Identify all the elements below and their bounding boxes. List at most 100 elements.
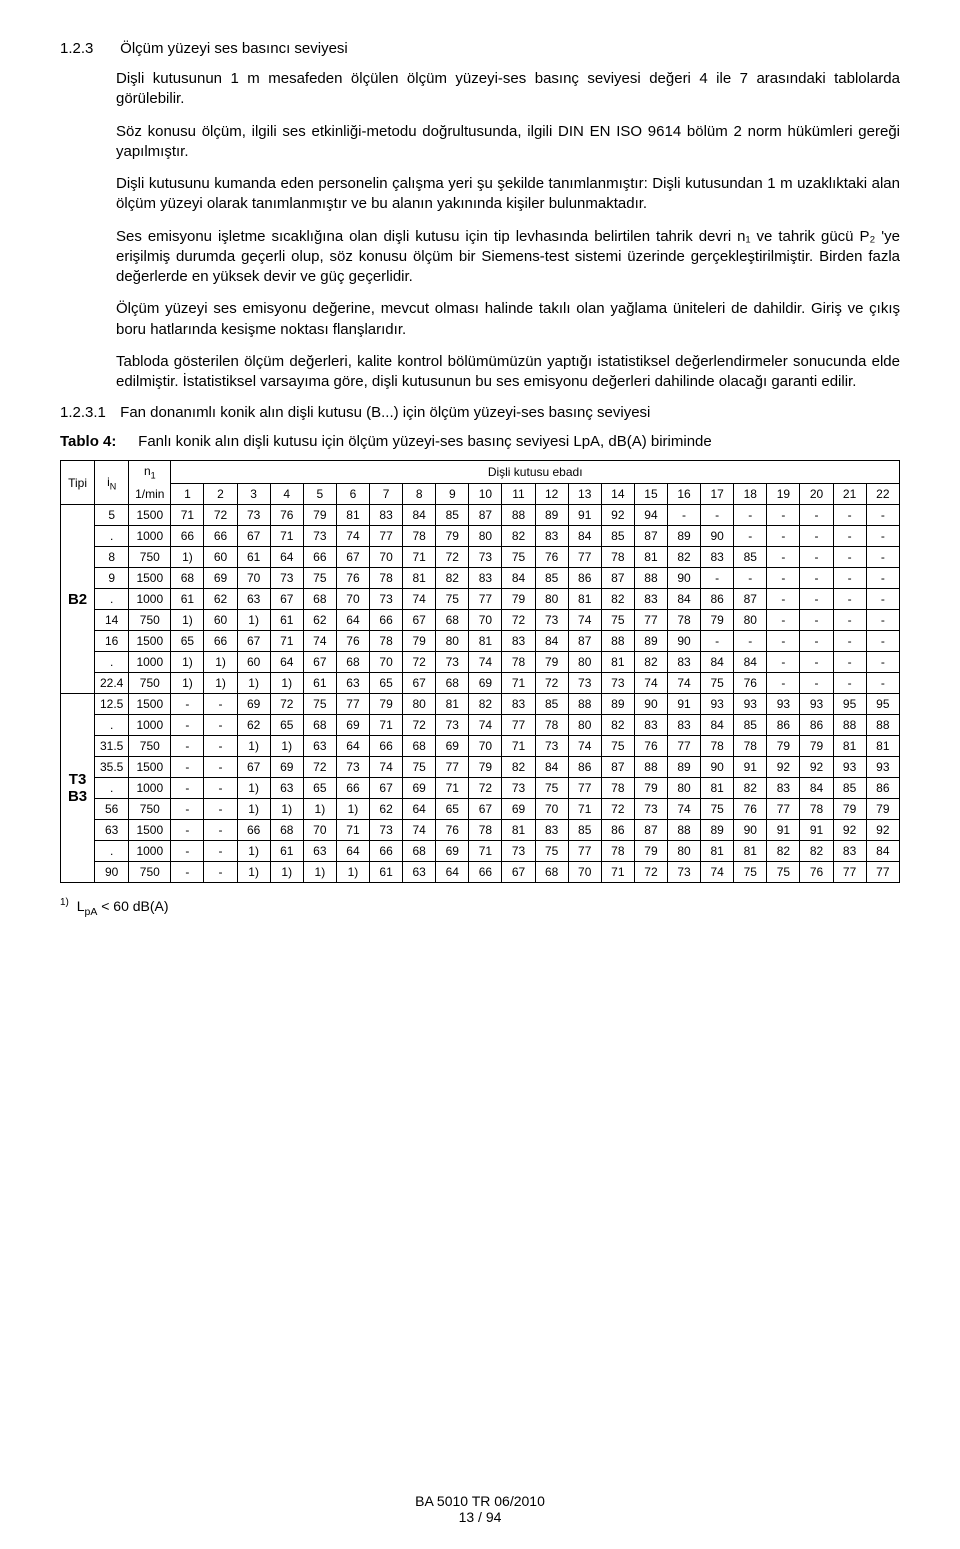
td-value: 82 [734,778,767,799]
td-value: - [800,652,833,673]
td-value: - [204,778,237,799]
td-value: 86 [866,778,899,799]
td-value: 90 [668,631,701,652]
td-value: 83 [535,820,568,841]
paragraph-1: Dişli kutusunun 1 m mesafeden ölçülen öl… [116,69,900,110]
td-value: 92 [866,820,899,841]
td-value: 95 [866,694,899,715]
td-value: 92 [833,820,866,841]
table-label: Tablo 4: [60,433,134,450]
th-size: 22 [866,484,899,505]
td-value: 82 [767,841,800,862]
table-row: 9150068697073757678818283848586878890---… [61,568,900,589]
td-value: - [833,526,866,547]
td-value: - [833,505,866,526]
td-value: 81 [469,631,502,652]
td-value: 73 [502,778,535,799]
td-value: 76 [734,673,767,694]
td-value: - [866,652,899,673]
td-value: 75 [701,673,734,694]
td-value: 88 [634,568,667,589]
td-value: 79 [634,778,667,799]
td-value: 67 [237,757,270,778]
td-value: 75 [303,694,336,715]
td-value: 71 [502,673,535,694]
th-size: 13 [568,484,601,505]
td-value: - [171,862,204,883]
td-in: . [95,778,129,799]
td-in: . [95,526,129,547]
td-value: 82 [601,589,634,610]
td-value: 71 [469,841,502,862]
td-value: 77 [568,841,601,862]
td-value: 88 [668,820,701,841]
td-value: 64 [403,799,436,820]
td-value: 74 [568,610,601,631]
td-value: - [833,652,866,673]
td-value: 75 [734,862,767,883]
td-value: 90 [734,820,767,841]
td-value: 73 [336,757,369,778]
td-value: 61 [237,547,270,568]
td-value: 64 [336,736,369,757]
td-value: 72 [502,610,535,631]
td-value: 74 [469,715,502,736]
td-value: 79 [370,694,403,715]
td-value: 60 [204,547,237,568]
td-value: 81 [833,736,866,757]
td-value: - [204,799,237,820]
table-row: 31.5750--1)1)636466686970717374757677787… [61,736,900,757]
td-value: - [204,715,237,736]
table-row: 22.47501)1)1)1)6163656768697172737374747… [61,673,900,694]
td-value: 82 [469,694,502,715]
td-value: 79 [535,652,568,673]
td-value: 66 [303,547,336,568]
data-table: Tipi iN n1 Dişli kutusu ebadı 1/min 1234… [60,460,900,883]
th-n1-bot: 1/min [129,484,171,505]
td-value: - [800,610,833,631]
table-header-row-2: 1/min 1234567891011121314151617181920212… [61,484,900,505]
td-value: - [833,610,866,631]
table-row: .10001)1)6064676870727374787980818283848… [61,652,900,673]
td-value: 69 [436,736,469,757]
th-size: 16 [668,484,701,505]
paragraph-3: Dişli kutusunu kumanda eden personelin ç… [116,174,900,215]
th-size: 19 [767,484,800,505]
td-value: 66 [204,631,237,652]
td-value: 67 [237,631,270,652]
td-value: 89 [601,694,634,715]
td-value: 83 [535,526,568,547]
th-size: 17 [701,484,734,505]
td-value: 75 [303,568,336,589]
td-value: 62 [303,610,336,631]
table-title: Tablo 4: Fanlı konik alın dişli kutusu i… [60,433,900,450]
td-value: 80 [568,715,601,736]
td-value: - [171,736,204,757]
td-in: 90 [95,862,129,883]
td-value: 88 [866,715,899,736]
td-value: 70 [568,862,601,883]
table-row: 631500--66687071737476788183858687888990… [61,820,900,841]
td-value: 92 [800,757,833,778]
td-value: 75 [535,841,568,862]
footer-line-2: 13 / 94 [0,1509,960,1525]
td-value: 1) [336,799,369,820]
td-value: 93 [701,694,734,715]
td-value: 61 [171,589,204,610]
td-value: - [171,715,204,736]
td-value: 74 [336,526,369,547]
subsection-heading: 1.2.3.1 Fan donanımlı konik alın dişli k… [60,404,900,421]
paragraph-6: Tabloda gösterilen ölçüm değerleri, kali… [116,352,900,393]
th-size: 14 [601,484,634,505]
td-value: 76 [336,568,369,589]
td-value: 70 [535,799,568,820]
td-value: - [767,589,800,610]
td-value: 85 [833,778,866,799]
td-value: 92 [767,757,800,778]
td-value: 66 [370,736,403,757]
td-value: - [767,526,800,547]
td-value: 67 [403,673,436,694]
table-row: .1000--626568697172737477788082838384858… [61,715,900,736]
td-value: 75 [436,589,469,610]
td-value: 82 [800,841,833,862]
